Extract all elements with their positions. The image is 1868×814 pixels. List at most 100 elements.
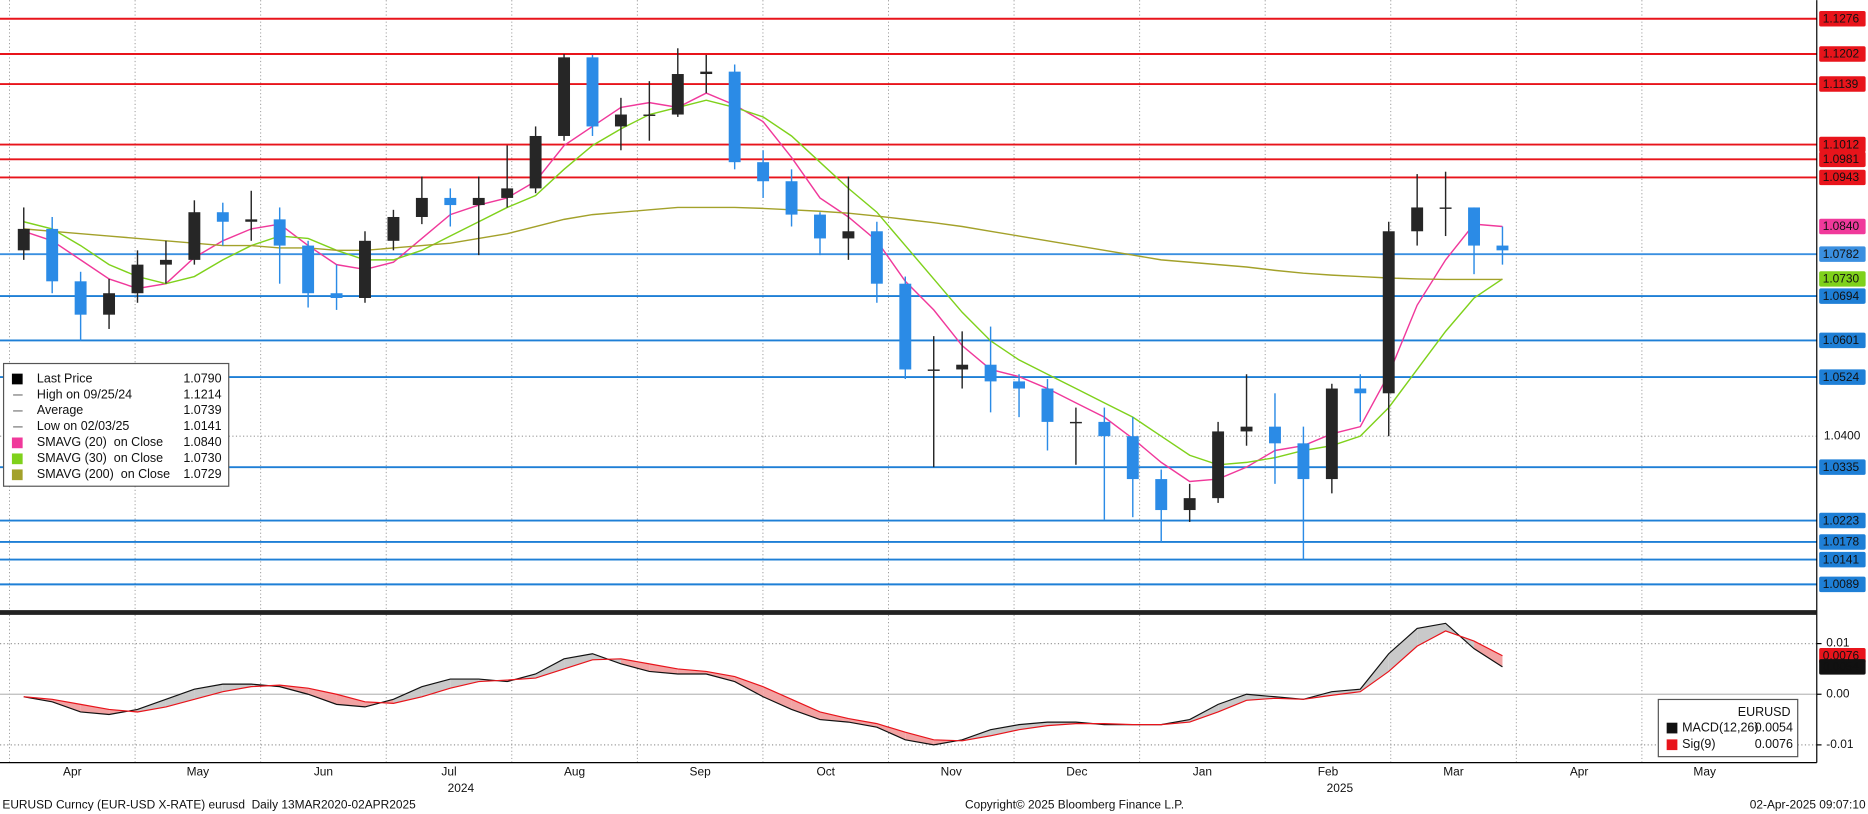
x-tick-label: May bbox=[1693, 764, 1716, 778]
level-label: 1.0335 bbox=[1823, 460, 1860, 474]
macd-fill bbox=[80, 704, 110, 715]
candle-body bbox=[501, 188, 514, 198]
y-tick-label: 1.0400 bbox=[1824, 428, 1861, 442]
level-label: 1.1012 bbox=[1823, 137, 1860, 151]
candle-body bbox=[444, 197, 457, 206]
macd-fill bbox=[763, 686, 792, 710]
candle-body bbox=[1297, 443, 1310, 480]
candle-body bbox=[74, 281, 87, 315]
level-label: 1.0223 bbox=[1823, 513, 1860, 527]
macd-fill bbox=[620, 658, 650, 672]
macd-line bbox=[23, 630, 1503, 742]
footer-left: EURUSD Curncy (EUR-USD X-RATE) eurusd Da… bbox=[2, 798, 416, 812]
footer-right: 02-Apr-2025 09:07:10 bbox=[1750, 798, 1866, 812]
macd-fill bbox=[791, 699, 820, 720]
sma-line bbox=[23, 206, 1503, 281]
legend-name: High on 09/25/24 bbox=[37, 387, 132, 401]
macd-fill bbox=[876, 723, 906, 740]
x-tick-label: Apr bbox=[63, 764, 82, 778]
candle-body bbox=[1240, 426, 1253, 432]
legend-name: SMAVG (200) on Close bbox=[37, 467, 170, 481]
x-tick-label: Sep bbox=[690, 764, 712, 778]
macd-fill bbox=[848, 718, 877, 728]
macd-label-box bbox=[1819, 659, 1866, 675]
legend-swatch bbox=[11, 437, 23, 449]
candle-body bbox=[188, 212, 201, 260]
candle-body bbox=[814, 214, 826, 239]
candle-body bbox=[131, 264, 144, 294]
macd-fill bbox=[1331, 689, 1361, 696]
level-label: 1.0943 bbox=[1823, 170, 1860, 184]
mark-layer bbox=[17, 48, 1509, 746]
macd-fill bbox=[165, 689, 195, 707]
legend-swatch bbox=[1666, 739, 1678, 751]
x-tick-label: Feb bbox=[1318, 764, 1339, 778]
level-label-box bbox=[1819, 551, 1866, 568]
y-tick-label: 0.01 bbox=[1826, 636, 1850, 650]
y-tick-label: -0.01 bbox=[1826, 737, 1854, 751]
legend-name: Low on 02/03/25 bbox=[37, 419, 129, 433]
level-label-box bbox=[1819, 136, 1866, 153]
level-label-box bbox=[1819, 288, 1866, 304]
year-label: 2024 bbox=[448, 781, 475, 795]
sma-label: 1.0840 bbox=[1823, 219, 1860, 233]
level-label: 1.0141 bbox=[1823, 552, 1860, 566]
candle-body bbox=[643, 114, 656, 116]
macd-label: 0.0054 bbox=[1823, 660, 1860, 674]
level-label-box bbox=[1819, 332, 1866, 349]
candle-body bbox=[302, 245, 315, 294]
legend-name: MACD(12,26) bbox=[1682, 720, 1758, 734]
legend-value: 0.0054 bbox=[1755, 720, 1793, 734]
x-tick-label: Jun bbox=[314, 764, 333, 778]
macd-fill bbox=[1417, 623, 1446, 647]
y-tick-label: 0.00 bbox=[1826, 686, 1850, 700]
x-tick-label: Apr bbox=[1570, 764, 1589, 778]
candle-body bbox=[1496, 245, 1509, 251]
macd-fill bbox=[990, 724, 1020, 736]
price-legend-box bbox=[2, 362, 230, 487]
macd-fill bbox=[1474, 641, 1503, 667]
candle-body bbox=[245, 219, 258, 222]
candle-body bbox=[216, 212, 229, 222]
level-label-box bbox=[1819, 151, 1866, 168]
level-label-box bbox=[1819, 512, 1866, 529]
candle-body bbox=[757, 162, 770, 182]
candle-body bbox=[558, 57, 571, 136]
level-label-box bbox=[1819, 534, 1866, 550]
candle-body bbox=[1155, 479, 1168, 511]
candle-body bbox=[359, 240, 371, 298]
legend-value: 1.0790 bbox=[183, 371, 221, 385]
macd-fill bbox=[308, 688, 337, 705]
macd-fill bbox=[336, 694, 365, 707]
level-label-box bbox=[1819, 46, 1866, 62]
legend-value: 1.0840 bbox=[183, 435, 221, 449]
candle-body bbox=[842, 231, 855, 239]
legend-layer: Last Price 1.0790 High on 09/25/24 1.1214 Av… bbox=[2, 362, 1799, 758]
axis-layer bbox=[0, 0, 1818, 764]
legend-value: 0.0076 bbox=[1755, 737, 1793, 751]
macd-fill bbox=[1218, 694, 1247, 712]
candle-body bbox=[899, 283, 912, 370]
level-label-box bbox=[1819, 459, 1866, 475]
level-label: 1.1202 bbox=[1823, 47, 1860, 61]
macd-fill bbox=[677, 668, 707, 674]
candle-body bbox=[1354, 388, 1367, 394]
level-label: 1.1139 bbox=[1823, 77, 1859, 91]
candle-body bbox=[1382, 231, 1395, 394]
legend-name: SMAVG (30) on Close bbox=[37, 451, 163, 465]
legend-name: Sig(9) bbox=[1682, 737, 1715, 751]
sma-line bbox=[23, 92, 1503, 483]
grid-layer bbox=[0, 0, 1822, 763]
candle-body bbox=[671, 74, 684, 115]
candle-body bbox=[1041, 388, 1054, 422]
legend-value: 1.1214 bbox=[183, 387, 221, 401]
legend-value: 1.0141 bbox=[183, 419, 221, 433]
level-label-box bbox=[1819, 169, 1866, 186]
level-label: 1.0089 bbox=[1823, 577, 1860, 591]
level-label-box bbox=[1819, 76, 1866, 92]
candle-body bbox=[984, 364, 997, 382]
candle-body bbox=[46, 228, 59, 282]
legend-value: 1.0729 bbox=[183, 467, 221, 481]
sma-label: 1.0730 bbox=[1823, 272, 1860, 286]
legend-name: Average bbox=[37, 403, 83, 417]
